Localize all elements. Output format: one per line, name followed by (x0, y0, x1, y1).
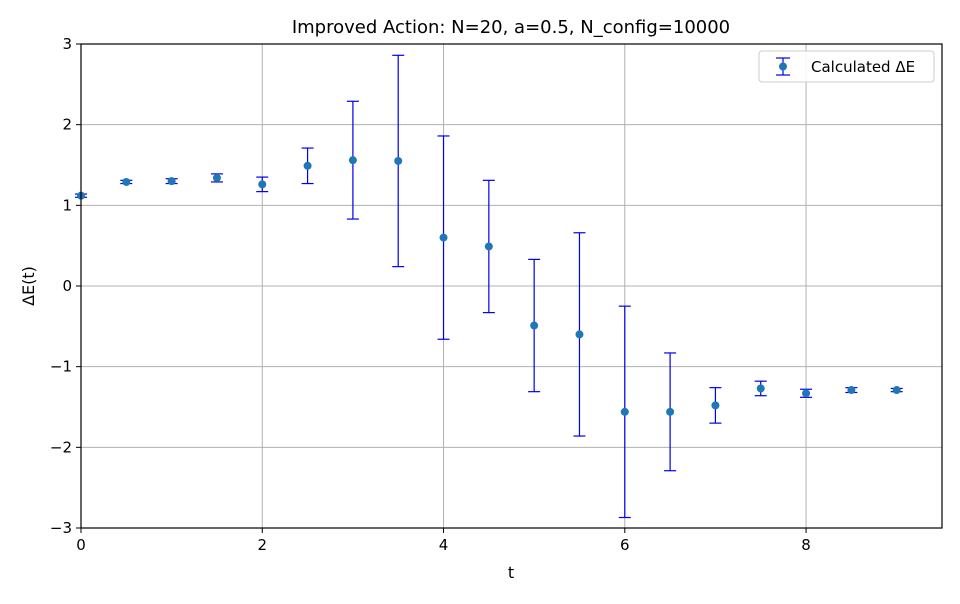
y-tick-label: 0 (62, 277, 72, 295)
grid-layer (80, 43, 942, 529)
x-tick-label: 0 (76, 536, 86, 554)
data-point (711, 401, 720, 410)
x-axis-title: t (508, 563, 514, 582)
x-tick-label: 4 (439, 536, 449, 554)
data-point (122, 177, 131, 186)
legend: Calculated ΔE (758, 50, 935, 83)
data-point (484, 242, 493, 251)
y-tick-label: −1 (50, 358, 72, 376)
data-point (167, 177, 176, 186)
legend-box (758, 50, 935, 83)
legend-marker-icon (776, 57, 790, 76)
y-tick-label: 2 (62, 116, 72, 134)
y-tick-label: −3 (50, 519, 72, 537)
y-tick-label: −2 (50, 438, 72, 456)
data-point (348, 156, 357, 165)
data-point (620, 407, 629, 416)
x-tick-label: 8 (801, 536, 811, 554)
data-point (258, 180, 267, 189)
data-point (756, 384, 765, 393)
data-point (847, 386, 856, 395)
data-point (439, 233, 448, 242)
x-tick-label: 6 (620, 536, 630, 554)
data-point (666, 407, 675, 416)
chart-title: Improved Action: N=20, a=0.5, N_config=1… (292, 17, 730, 38)
data-point (892, 386, 901, 395)
data-point (575, 330, 584, 339)
data-point (394, 156, 403, 165)
y-axis-title: ΔE(t) (19, 266, 38, 306)
data-point (530, 321, 539, 330)
data-point (303, 161, 312, 170)
tick-layer: 0 2 4 6 8 −3 −2 −1 0 1 2 3 (50, 35, 811, 554)
y-tick-label: 3 (62, 35, 72, 53)
legend-label: Calculated ΔE (811, 58, 915, 76)
point-layer (77, 156, 901, 416)
y-tick-label: 1 (62, 196, 72, 214)
data-point (212, 173, 221, 182)
x-tick-label: 2 (257, 536, 267, 554)
data-point (802, 389, 811, 398)
